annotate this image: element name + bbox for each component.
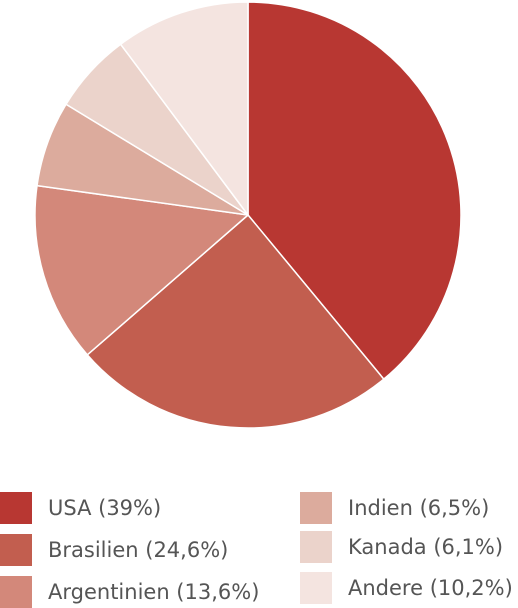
legend-swatch-argentinien: [0, 576, 32, 608]
legend-swatch-kanada: [300, 531, 332, 563]
pie-slice-usa: [247, 1, 462, 380]
legend-swatch-indien: [300, 492, 332, 524]
legend-label-argentinien: Argentinien (13,6%): [48, 580, 260, 604]
legend-label-andere: Andere (10,2%): [348, 576, 513, 600]
legend-label-indien: Indien (6,5%): [348, 496, 490, 520]
pie-slice-brasilien: [86, 214, 385, 429]
legend-label-kanada: Kanada (6,1%): [348, 535, 504, 559]
pie-chart: [34, 1, 462, 429]
pie-slice-andere: [119, 1, 249, 216]
legend-swatch-brasilien: [0, 534, 32, 566]
pie-slice-argentinien: [34, 184, 249, 356]
legend-swatch-usa: [0, 492, 32, 524]
legend-label-usa: USA (39%): [48, 496, 162, 520]
legend-swatch-andere: [300, 572, 332, 604]
legend-label-brasilien: Brasilien (24,6%): [48, 538, 229, 562]
